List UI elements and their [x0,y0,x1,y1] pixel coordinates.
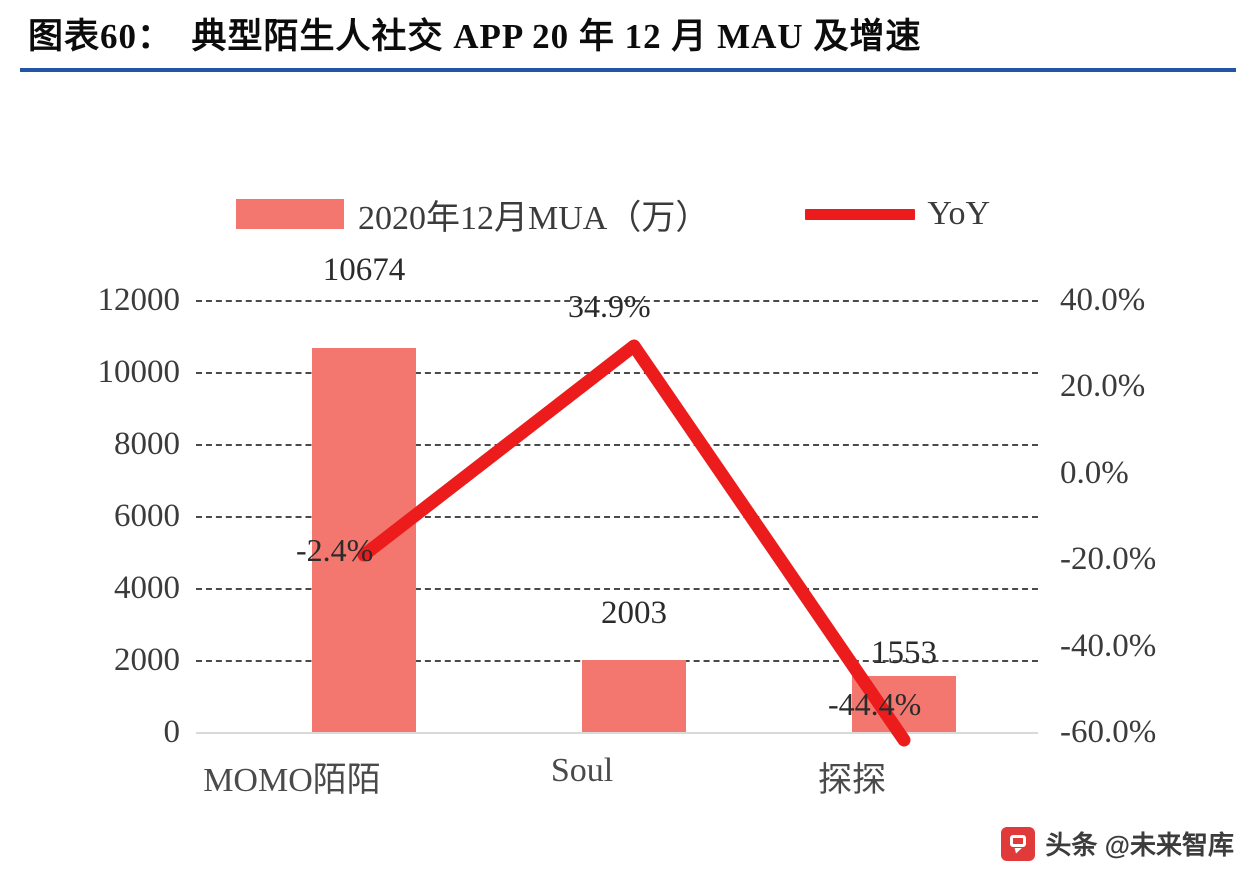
gridline [196,588,1038,590]
legend-line-swatch-icon [805,208,916,220]
yoy-value-label-tantan: -44.4% [828,686,922,722]
chart-legend: 2020年12月MUA（万） YoY [236,190,990,238]
chart-figure: 2020年12月MUA（万） YoY 12000 10000 8000 6000… [0,72,1256,880]
y-axis-left: 12000 10000 8000 6000 4000 2000 0 [40,282,181,750]
x-axis-label-tantan: 探探 [818,762,886,799]
x-axis-label-soul: Soul [550,752,614,789]
bar-value-label-tantan: 1553 [871,635,937,671]
y-axis-right-tick: 40.0% [1060,282,1146,318]
gridline [196,444,1038,446]
y-axis-left-tick: 4000 [114,570,180,606]
legend-bar-swatch-icon [236,199,344,229]
figure-title-bar: 图表60： 典型陌生人社交 APP 20 年 12 月 MAU 及增速 [0,0,1256,72]
title-divider [20,68,1236,72]
toutiao-logo-icon [1001,826,1036,861]
gridline [196,300,1038,302]
yoy-polyline [357,339,911,747]
y-axis-left-tick: 0 [163,714,181,750]
y-axis-left-tick: 8000 [114,426,180,462]
yoy-line-series [357,339,911,747]
x-axis-line [196,732,1038,734]
y-axis-left-tick: 10000 [97,354,181,390]
watermark-text: 头条 @未来智库 [1045,830,1234,860]
yoy-value-label-soul: 34.9% [568,288,651,324]
y-axis-right-tick: 20.0% [1060,368,1146,404]
y-axis-right-tick: -20.0% [1060,541,1157,577]
bar-value-label-momo: 10674 [322,252,406,288]
gridline [196,372,1038,374]
x-axis-label-momo: MOMO陌陌 [203,762,381,799]
bar-value-label-soul: 2003 [601,595,667,631]
legend-item-yoy: YoY [805,195,990,233]
y-axis-left-tick: 12000 [97,282,181,318]
bar-momo [312,348,416,732]
plot-area: 10674 2003 1553 -2.4% 34.9% -44.4% [196,252,1038,747]
legend-item-mau: 2020年12月MUA（万） [236,190,709,239]
watermark: 头条 @未来智库 [1001,825,1234,862]
y-axis-right-tick: -40.0% [1060,628,1157,664]
legend-label-mau: 2020年12月MUA（万） [358,199,710,237]
bar-soul [582,660,686,732]
legend-label-yoy: YoY [927,195,991,232]
gridline [196,516,1038,518]
page-title: 图表60： 典型陌生人社交 APP 20 年 12 月 MAU 及增速 [28,17,922,56]
y-axis-left-tick: 6000 [114,498,180,534]
y-axis-right-tick: 0.0% [1060,455,1129,491]
y-axis-right-tick: -60.0% [1060,714,1157,750]
y-axis-left-tick: 2000 [114,642,180,678]
y-axis-right: 40.0% 20.0% 0.0% -20.0% -40.0% -60.0% [1060,282,1240,750]
yoy-value-label-momo: -2.4% [296,532,374,568]
